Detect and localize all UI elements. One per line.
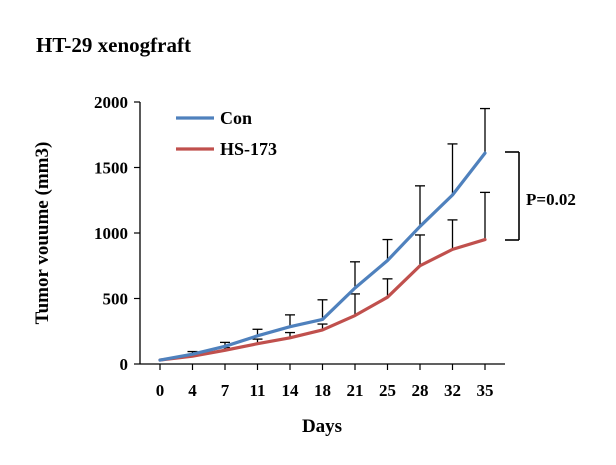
x-tick-label: 11: [249, 381, 265, 400]
legend-label-hs-173: HS-173: [220, 139, 277, 159]
x-tick-label: 28: [412, 381, 429, 400]
y-tick-label: 1500: [94, 159, 128, 178]
series-lines: [158, 151, 487, 362]
x-tick-label: 4: [188, 381, 197, 400]
axes: 0 500 1000 1500 2000 0 4 7 11 14 18 21 25 28 32 35: [94, 93, 505, 400]
x-tick-label: 0: [156, 381, 165, 400]
x-tick-label: 18: [314, 381, 331, 400]
x-tick-label: 25: [379, 381, 396, 400]
chart-title: HT-29 xenogfraft: [36, 33, 191, 57]
y-tick-label: 0: [120, 355, 129, 374]
significance-annotation: P=0.02: [505, 151, 576, 241]
x-tick-label: 32: [444, 381, 461, 400]
p-value-label: P=0.02: [526, 190, 576, 209]
y-tick-label: 1000: [94, 224, 128, 243]
legend-label-con: Con: [220, 108, 252, 128]
x-tick-label: 21: [347, 381, 364, 400]
x-tick-label: 14: [282, 381, 300, 400]
x-tick-label: 7: [221, 381, 230, 400]
y-tick-label: 500: [103, 290, 129, 309]
legend: Con HS-173: [176, 108, 277, 159]
x-tick-label: 35: [477, 381, 494, 400]
x-axis-label: Days: [302, 416, 342, 437]
y-tick-label: 2000: [94, 93, 128, 112]
y-axis-label: Tumor vouume (mm3): [32, 142, 53, 325]
error-bars: [187, 107, 490, 357]
